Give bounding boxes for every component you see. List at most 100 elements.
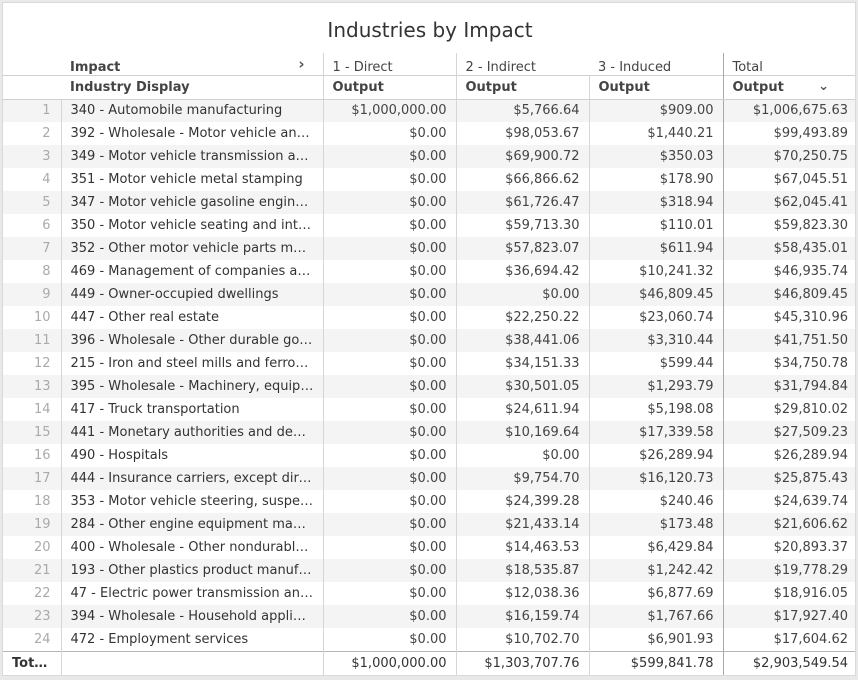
industry-cell: 441 - Monetary authorities and depos... — [60, 421, 323, 444]
direct-output-cell: $0.00 — [322, 191, 456, 214]
direct-output-cell: $0.00 — [322, 513, 456, 536]
table-row[interactable]: 6 350 - Motor vehicle seating and interi.… — [3, 214, 855, 237]
row-number: 18 — [3, 490, 61, 513]
indirect-output-cell: $66,866.62 — [455, 168, 589, 191]
induced-output-cell: $1,242.42 — [588, 559, 723, 582]
row-number: 17 — [3, 467, 61, 490]
table-row[interactable]: 23 394 - Wholesale - Household applianc..… — [3, 605, 855, 628]
direct-output-cell: $0.00 — [322, 536, 456, 559]
direct-output-cell: $0.00 — [322, 605, 456, 628]
table-row[interactable]: 15 441 - Monetary authorities and depos..… — [3, 421, 855, 444]
industry-cell: 352 - Other motor vehicle parts manu... — [60, 237, 323, 260]
table-row[interactable]: 5 347 - Motor vehicle gasoline engine a..… — [3, 191, 855, 214]
total-output-cell: $41,751.50 — [722, 329, 855, 352]
output-header-total-label: Output — [732, 79, 784, 95]
indirect-output-cell: $14,463.53 — [455, 536, 589, 559]
totals-label: Totals — [3, 650, 61, 675]
table-row[interactable]: 16 490 - Hospitals $0.00 $0.00 $26,289.94 $26… — [3, 444, 855, 467]
indirect-output-cell: $5,766.64 — [455, 99, 589, 122]
indirect-output-cell: $0.00 — [455, 444, 589, 467]
indirect-output-cell: $36,694.42 — [455, 260, 589, 283]
row-number: 12 — [3, 352, 61, 375]
industry-cell: 417 - Truck transportation — [60, 398, 323, 421]
impact-label: Impact — [70, 59, 121, 75]
table-row[interactable]: 3 349 - Motor vehicle transmission and ..… — [3, 145, 855, 168]
table-row[interactable]: 24 472 - Employment services $0.00 $10,702.… — [3, 628, 855, 651]
direct-output-cell: $0.00 — [322, 145, 456, 168]
table-row[interactable]: 2 392 - Wholesale - Motor vehicle and ...… — [3, 122, 855, 145]
induced-output-cell: $611.94 — [588, 237, 723, 260]
row-number: 8 — [3, 260, 61, 283]
induced-output-cell: $909.00 — [588, 99, 723, 122]
table-row[interactable]: 12 215 - Iron and steel mills and ferroal… — [3, 352, 855, 375]
output-header-total[interactable]: Output ⌄ — [722, 74, 855, 100]
chevron-down-icon[interactable]: ⌄ — [818, 78, 829, 94]
direct-output-cell: $0.00 — [322, 582, 456, 605]
table-row[interactable]: 22 47 - Electric power transmission and .… — [3, 582, 855, 605]
indirect-output-cell: $24,611.94 — [455, 398, 589, 421]
indirect-output-cell: $24,399.28 — [455, 490, 589, 513]
total-output-cell: $18,916.05 — [722, 582, 855, 605]
chevron-right-icon[interactable]: › — [298, 55, 305, 73]
induced-output-cell: $6,901.93 — [588, 628, 723, 651]
totals-row: Totals $1,000,000.00 $1,303,707.76 $599,… — [3, 650, 855, 675]
table-row[interactable]: 4 351 - Motor vehicle metal stamping $0.00… — [3, 168, 855, 191]
output-header-indirect[interactable]: Output — [455, 74, 589, 100]
industry-display-header[interactable]: Industry Display — [61, 74, 323, 100]
table-row[interactable]: 10 447 - Other real estate $0.00 $22,250.22… — [3, 306, 855, 329]
total-output-cell: $29,810.02 — [722, 398, 855, 421]
total-output-cell: $24,639.74 — [722, 490, 855, 513]
total-output-cell: $99,493.89 — [722, 122, 855, 145]
row-number-header-spacer — [3, 53, 61, 75]
table-row[interactable]: 14 417 - Truck transportation $0.00 $24,611… — [3, 398, 855, 421]
row-number: 9 — [3, 283, 61, 306]
direct-output-cell: $0.00 — [322, 329, 456, 352]
row-number: 24 — [3, 628, 61, 651]
table-row[interactable]: 19 284 - Other engine equipment manuf... $… — [3, 513, 855, 536]
row-number: 2 — [3, 122, 61, 145]
total-output-cell: $20,893.37 — [722, 536, 855, 559]
total-output-cell: $67,045.51 — [722, 168, 855, 191]
industry-cell: 395 - Wholesale - Machinery, equipm... — [60, 375, 323, 398]
table-row[interactable]: 9 449 - Owner-occupied dwellings $0.00 $0.0… — [3, 283, 855, 306]
induced-output-cell: $46,809.45 — [588, 283, 723, 306]
induced-output-cell: $110.01 — [588, 214, 723, 237]
table-row[interactable]: 8 469 - Management of companies and ... $0… — [3, 260, 855, 283]
total-output-cell: $25,875.43 — [722, 467, 855, 490]
industry-cell: 447 - Other real estate — [60, 306, 323, 329]
induced-output-cell: $1,293.79 — [588, 375, 723, 398]
indirect-output-cell: $30,501.05 — [455, 375, 589, 398]
table-row[interactable]: 1 340 - Automobile manufacturing $1,000,00… — [3, 99, 855, 122]
induced-output-cell: $6,877.69 — [588, 582, 723, 605]
indirect-output-cell: $10,169.64 — [455, 421, 589, 444]
indirect-output-cell: $9,754.70 — [455, 467, 589, 490]
totals-indirect: $1,303,707.76 — [455, 650, 589, 675]
induced-output-cell: $318.94 — [588, 191, 723, 214]
industry-cell: 472 - Employment services — [60, 628, 323, 651]
output-header-induced[interactable]: Output — [588, 74, 723, 100]
impact-header[interactable]: Impact › — [61, 53, 323, 75]
row-number: 7 — [3, 237, 61, 260]
table-row[interactable]: 7 352 - Other motor vehicle parts manu...… — [3, 237, 855, 260]
table-row[interactable]: 13 395 - Wholesale - Machinery, equipm...… — [3, 375, 855, 398]
total-output-cell: $46,809.45 — [722, 283, 855, 306]
industry-cell: 347 - Motor vehicle gasoline engine a... — [60, 191, 323, 214]
direct-output-cell: $0.00 — [322, 352, 456, 375]
table-row[interactable]: 21 193 - Other plastics product manufact.… — [3, 559, 855, 582]
table-row[interactable]: 18 353 - Motor vehicle steering, suspensi… — [3, 490, 855, 513]
table-row[interactable]: 17 444 - Insurance carriers, except direc… — [3, 467, 855, 490]
direct-output-cell: $0.00 — [322, 306, 456, 329]
table-row[interactable]: 11 396 - Wholesale - Other durable good..… — [3, 329, 855, 352]
row-number: 5 — [3, 191, 61, 214]
output-header-direct[interactable]: Output — [322, 74, 456, 100]
row-number: 19 — [3, 513, 61, 536]
indirect-output-cell: $10,702.70 — [455, 628, 589, 651]
table-row[interactable]: 20 400 - Wholesale - Other nondurable g..… — [3, 536, 855, 559]
row-number: 23 — [3, 605, 61, 628]
induced-output-cell: $1,767.66 — [588, 605, 723, 628]
direct-output-cell: $0.00 — [322, 444, 456, 467]
total-output-cell: $46,935.74 — [722, 260, 855, 283]
direct-output-cell: $0.00 — [322, 122, 456, 145]
direct-output-cell: $0.00 — [322, 214, 456, 237]
induced-output-cell: $240.46 — [588, 490, 723, 513]
